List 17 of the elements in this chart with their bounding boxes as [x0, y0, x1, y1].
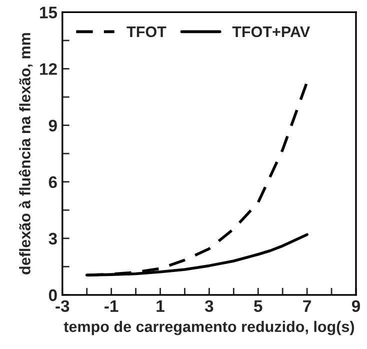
x-tick-label: -3	[56, 300, 70, 312]
x-tick-label: 1	[156, 300, 164, 312]
legend-label: TFOT+PAV	[232, 26, 310, 38]
y-tick-label: 15	[40, 6, 58, 18]
y-tick-label: 12	[40, 63, 57, 75]
x-tick-label: 5	[254, 300, 262, 312]
y-tick-label: 3	[48, 232, 57, 245]
y-tick-label: 6	[48, 176, 57, 188]
x-tick-label: 7	[303, 300, 311, 312]
x-tick-label: -1	[104, 300, 118, 312]
x-axis-title: tempo de carregamento reduzido, log(s)	[64, 320, 354, 336]
y-tick-label: 9	[48, 120, 57, 132]
y-axis-title: deflexão à fluência na flexão, mm	[18, 33, 33, 274]
x-tick-label: 3	[204, 300, 214, 312]
y-tick-label: 0	[48, 289, 57, 302]
x-tick-label: 9	[352, 300, 360, 312]
legend-label: TFOT	[126, 26, 166, 38]
